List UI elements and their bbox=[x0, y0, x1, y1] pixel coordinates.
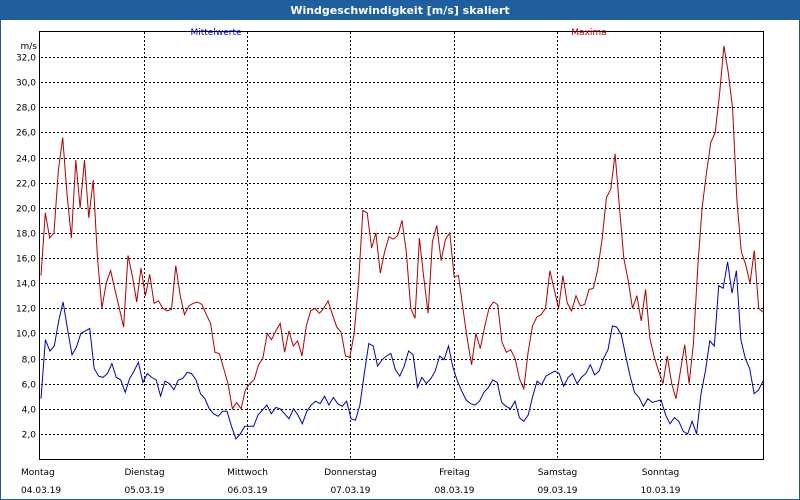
y-tick-label: 18,0 bbox=[16, 230, 36, 240]
x-tick-date: 08.03.19 bbox=[434, 486, 474, 496]
y-tick-label: 6,0 bbox=[22, 381, 37, 391]
plot-border bbox=[39, 31, 764, 460]
legend-mittelwerte: Mittelwerte bbox=[190, 28, 241, 38]
legend-maxima: Maxima bbox=[571, 28, 606, 38]
y-tick-label: 30,0 bbox=[16, 79, 36, 89]
y-tick-label: 4,0 bbox=[22, 406, 37, 416]
y-tick-label: 26,0 bbox=[16, 129, 36, 139]
x-tick-date: 09.03.19 bbox=[537, 486, 577, 496]
grid bbox=[41, 32, 763, 459]
x-tick-day: Dienstag bbox=[124, 468, 164, 478]
y-tick-label: 2,0 bbox=[22, 431, 37, 441]
wind-speed-chart: m/s Mittelwerte Maxima 2,0 4,0 6,0 8,0 10,0 1… bbox=[16, 28, 764, 496]
x-axis: Montag 04.03.19 Dienstag 05.03.19 Mittwoch 06… bbox=[21, 468, 681, 496]
y-tick-label: 10,0 bbox=[16, 330, 36, 340]
window-title: Windgeschwindigkeit [m/s] skaliert bbox=[1, 1, 799, 20]
x-tick-day: Montag bbox=[21, 468, 55, 478]
y-tick-label: 12,0 bbox=[16, 305, 36, 315]
x-tick-date: 04.03.19 bbox=[21, 486, 61, 496]
y-tick-label: 24,0 bbox=[16, 155, 36, 165]
y-axis-unit: m/s bbox=[21, 42, 38, 52]
x-tick-date: 06.03.19 bbox=[227, 486, 267, 496]
x-tick-day: Samstag bbox=[538, 468, 577, 478]
x-tick-date: 10.03.19 bbox=[640, 486, 680, 496]
y-tick-label: 22,0 bbox=[16, 180, 36, 190]
x-tick-day: Mittwoch bbox=[227, 468, 268, 478]
x-tick-day: Sonntag bbox=[642, 468, 679, 478]
data-lines bbox=[40, 45, 764, 440]
x-tick-date: 07.03.19 bbox=[330, 486, 370, 496]
y-tick-label: 16,0 bbox=[16, 255, 36, 265]
y-axis: 2,0 4,0 6,0 8,0 10,0 12,0 14,0 16,0 18,0 20,0 22,0… bbox=[16, 54, 36, 441]
x-tick-day: Donnerstag bbox=[324, 468, 377, 478]
y-tick-label: 28,0 bbox=[16, 104, 36, 114]
y-tick-label: 8,0 bbox=[22, 356, 37, 366]
y-tick-label: 20,0 bbox=[16, 205, 36, 215]
y-tick-label: 32,0 bbox=[16, 54, 36, 64]
x-tick-day: Freitag bbox=[439, 468, 470, 478]
x-tick-date: 05.03.19 bbox=[124, 486, 164, 496]
y-tick-label: 14,0 bbox=[16, 280, 36, 290]
series-line-maxima bbox=[40, 45, 764, 411]
series-line-mittelwerte bbox=[40, 261, 764, 440]
